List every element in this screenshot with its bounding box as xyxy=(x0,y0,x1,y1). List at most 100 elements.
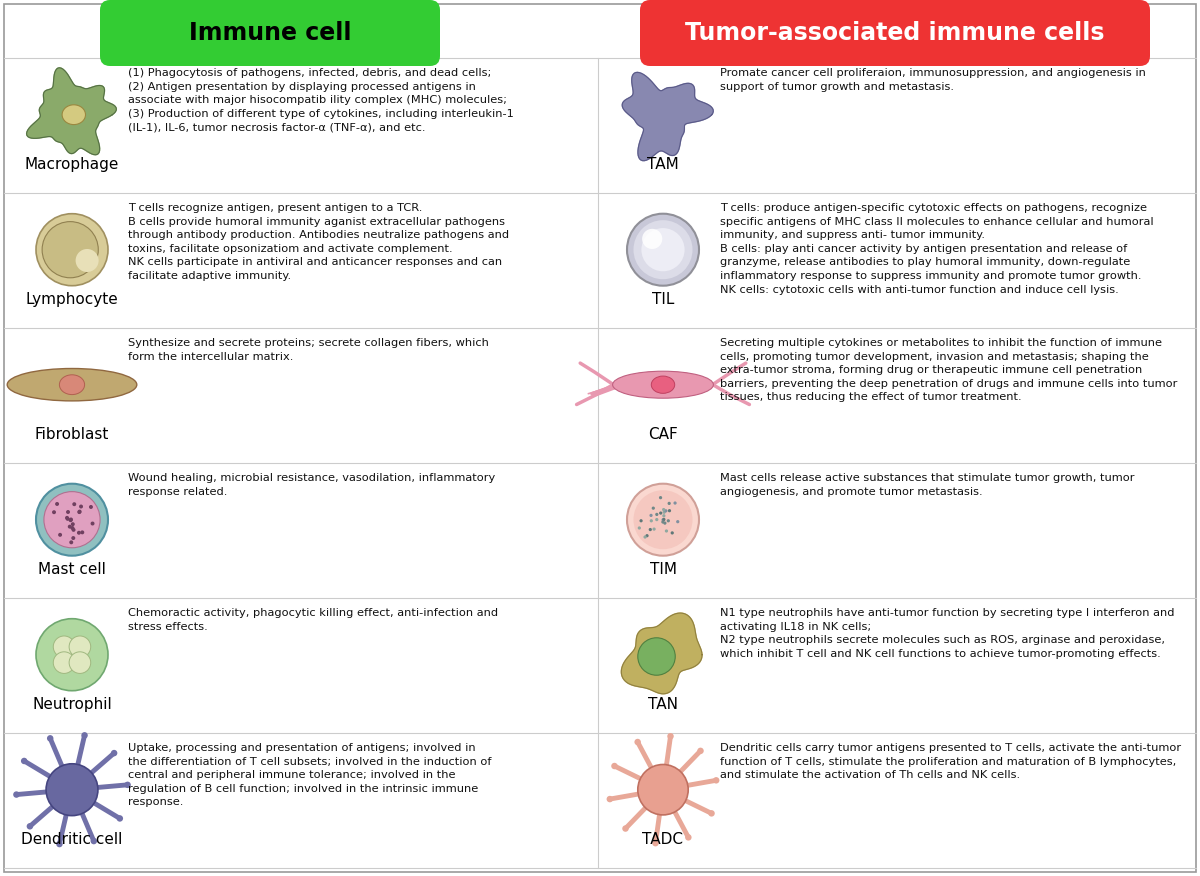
Circle shape xyxy=(72,502,77,506)
Ellipse shape xyxy=(7,369,137,401)
Circle shape xyxy=(668,509,671,512)
Ellipse shape xyxy=(60,375,84,394)
Text: Tumor-associated immune cells: Tumor-associated immune cells xyxy=(685,21,1105,45)
Circle shape xyxy=(662,511,666,514)
Circle shape xyxy=(685,834,691,841)
Text: Wound healing, microbial resistance, vasodilation, inflammatory
response related: Wound healing, microbial resistance, vas… xyxy=(128,473,496,497)
Circle shape xyxy=(662,508,665,512)
Circle shape xyxy=(649,528,652,531)
Circle shape xyxy=(53,636,74,658)
Circle shape xyxy=(77,531,80,534)
Text: Synthesize and secrete proteins; secrete collagen fibers, which
form the interce: Synthesize and secrete proteins; secrete… xyxy=(128,338,488,362)
Ellipse shape xyxy=(613,371,713,399)
Circle shape xyxy=(646,534,649,537)
Circle shape xyxy=(42,222,98,278)
Circle shape xyxy=(46,764,98,816)
Circle shape xyxy=(90,521,95,526)
Circle shape xyxy=(58,533,62,537)
Circle shape xyxy=(70,652,91,674)
Circle shape xyxy=(36,484,108,555)
Text: CAF: CAF xyxy=(648,427,678,442)
Polygon shape xyxy=(622,613,702,694)
Circle shape xyxy=(77,510,82,514)
Circle shape xyxy=(665,509,667,512)
Circle shape xyxy=(635,738,641,745)
Circle shape xyxy=(628,214,698,286)
Circle shape xyxy=(70,518,73,521)
Circle shape xyxy=(649,514,653,517)
Text: Secreting multiple cytokines or metabolites to inhibit the function of immune
ce: Secreting multiple cytokines or metaboli… xyxy=(720,338,1177,402)
Circle shape xyxy=(71,522,74,526)
Circle shape xyxy=(641,228,684,272)
Circle shape xyxy=(116,816,124,822)
Text: Macrophage: Macrophage xyxy=(25,157,119,172)
Circle shape xyxy=(44,491,100,548)
Text: Mast cells release active substances that stimulate tumor growth, tumor
angiogen: Mast cells release active substances tha… xyxy=(720,473,1134,497)
Circle shape xyxy=(667,502,671,505)
Text: Mast cell: Mast cell xyxy=(38,562,106,576)
Circle shape xyxy=(713,777,720,783)
Circle shape xyxy=(68,519,72,522)
Circle shape xyxy=(637,526,641,530)
Circle shape xyxy=(26,823,34,830)
Text: Chemoractic activity, phagocytic killing effect, anti-infection and
stress effec: Chemoractic activity, phagocytic killing… xyxy=(128,608,498,632)
FancyBboxPatch shape xyxy=(100,0,440,66)
Text: (1) Phagocytosis of pathogens, infected, debris, and dead cells;
(2) Antigen pre: (1) Phagocytosis of pathogens, infected,… xyxy=(128,68,514,132)
Circle shape xyxy=(652,506,655,510)
Circle shape xyxy=(78,510,82,513)
Circle shape xyxy=(628,484,698,555)
Circle shape xyxy=(661,520,665,524)
Circle shape xyxy=(13,791,19,798)
Text: TAM: TAM xyxy=(647,157,679,172)
Circle shape xyxy=(653,527,655,531)
Ellipse shape xyxy=(62,105,85,124)
Circle shape xyxy=(649,519,653,522)
Text: TIM: TIM xyxy=(649,562,677,576)
Circle shape xyxy=(673,501,677,505)
Circle shape xyxy=(52,510,56,514)
Text: TADC: TADC xyxy=(642,831,684,847)
Circle shape xyxy=(661,519,665,521)
Circle shape xyxy=(671,531,674,534)
Circle shape xyxy=(638,765,689,815)
Text: Lymphocyte: Lymphocyte xyxy=(25,292,119,307)
Circle shape xyxy=(606,795,613,802)
Circle shape xyxy=(640,519,643,522)
Circle shape xyxy=(55,502,59,506)
Circle shape xyxy=(89,505,92,509)
Circle shape xyxy=(67,525,72,528)
Circle shape xyxy=(66,517,70,521)
Circle shape xyxy=(623,825,629,832)
Text: Dendritic cell: Dendritic cell xyxy=(22,831,122,847)
Circle shape xyxy=(611,763,618,769)
Circle shape xyxy=(53,652,74,674)
Text: TAN: TAN xyxy=(648,696,678,711)
Circle shape xyxy=(125,781,131,788)
Circle shape xyxy=(659,512,662,515)
Circle shape xyxy=(72,528,76,532)
Circle shape xyxy=(708,810,715,816)
Circle shape xyxy=(70,540,73,544)
Text: T cells recognize antigen, present antigen to a TCR.
B cells provide humoral imm: T cells recognize antigen, present antig… xyxy=(128,203,509,281)
Text: Dendritic cells carry tumor antigens presented to T cells, activate the anti-tum: Dendritic cells carry tumor antigens pre… xyxy=(720,743,1181,781)
Circle shape xyxy=(47,735,54,742)
Circle shape xyxy=(82,732,88,738)
Circle shape xyxy=(66,510,70,514)
Circle shape xyxy=(36,618,108,690)
Circle shape xyxy=(662,514,666,518)
Text: Uptake, processing and presentation of antigens; involved in
the differentiation: Uptake, processing and presentation of a… xyxy=(128,743,492,808)
Circle shape xyxy=(662,518,666,521)
Circle shape xyxy=(643,535,647,539)
Ellipse shape xyxy=(652,376,674,393)
Circle shape xyxy=(70,636,91,658)
Text: Neutrophil: Neutrophil xyxy=(32,696,112,711)
Text: T cells: produce antigen-specific cytotoxic effects on pathogens, recognize
spec: T cells: produce antigen-specific cytoto… xyxy=(720,203,1153,294)
Circle shape xyxy=(665,529,668,533)
Circle shape xyxy=(697,747,703,754)
Circle shape xyxy=(676,520,679,523)
Circle shape xyxy=(653,840,659,846)
Circle shape xyxy=(36,214,108,286)
Circle shape xyxy=(110,750,118,756)
Text: Promate cancer cell proliferaion, immunosuppression, and angiogenesis in
support: Promate cancer cell proliferaion, immuno… xyxy=(720,68,1146,92)
FancyBboxPatch shape xyxy=(4,4,1196,872)
